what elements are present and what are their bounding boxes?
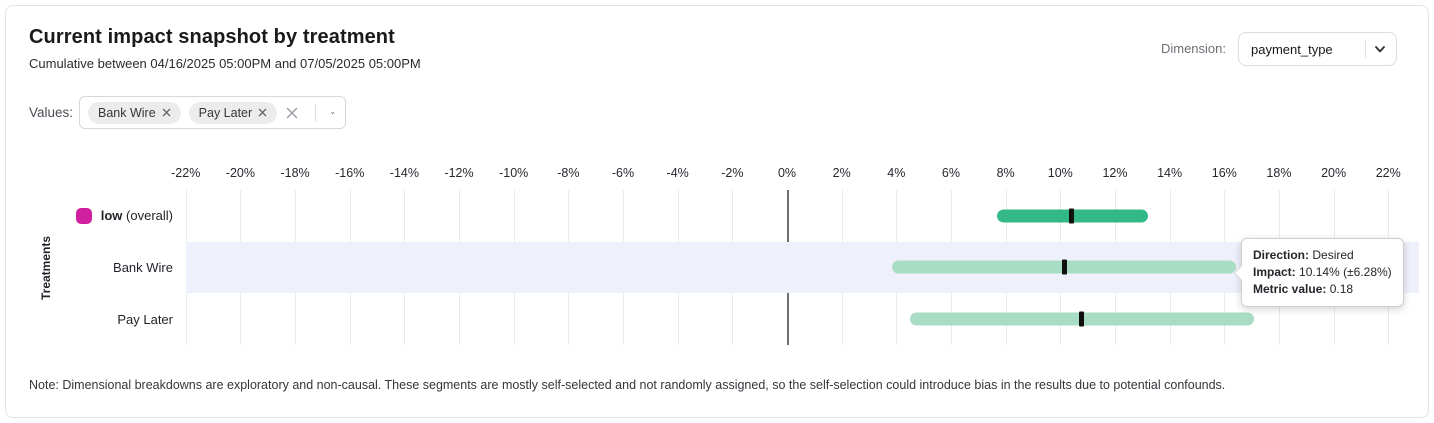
x-axis-tick-label: 18% xyxy=(1266,166,1292,180)
dimension-select-value: payment_type xyxy=(1251,41,1333,57)
remove-chip-icon[interactable] xyxy=(258,108,267,117)
remove-chip-icon[interactable] xyxy=(162,108,171,117)
tooltip-impact-row: Impact: 10.14% (±6.28%) xyxy=(1253,265,1392,279)
values-multiselect[interactable]: Bank Wire Pay Later xyxy=(79,96,346,129)
impact-snapshot-card: Current impact snapshot by treatment Cum… xyxy=(5,5,1429,418)
x-axis-tick-label: 6% xyxy=(941,166,961,180)
page-title: Current impact snapshot by treatment xyxy=(29,26,395,48)
y-axis-title: Treatments xyxy=(39,235,53,300)
tooltip-direction-row: Direction: Desired xyxy=(1253,248,1354,262)
x-axis-tick-label: -20% xyxy=(225,166,255,180)
x-axis-tick-label: -8% xyxy=(557,166,580,180)
x-axis-tick-label: 0% xyxy=(777,166,797,180)
x-axis-tick-label: 16% xyxy=(1211,166,1237,180)
chevron-down-icon xyxy=(1375,46,1385,53)
impact-chart: -22% -20% -18% -16% -14% -12% -10% -8% -6% -4% -2%… xyxy=(6,6,1428,417)
chevron-down-icon[interactable] xyxy=(331,107,335,119)
legend-swatch xyxy=(75,207,92,224)
chart-row xyxy=(186,190,1419,242)
chart-row xyxy=(186,293,1419,345)
x-axis-tick-label: -22% xyxy=(171,166,201,180)
bar-tooltip: Direction: Desired Impact: 10.14% (±6.28… xyxy=(1241,238,1404,307)
x-axis-tick-label: -16% xyxy=(335,166,365,180)
x-axis-tick-label: 14% xyxy=(1157,166,1183,180)
row-label: Bank Wire xyxy=(6,242,173,294)
x-axis-tick-label: -12% xyxy=(444,166,474,180)
dimension-select[interactable]: payment_type xyxy=(1238,32,1397,66)
value-chip[interactable]: Pay Later xyxy=(188,101,278,124)
impact-point-marker xyxy=(1078,311,1084,327)
x-axis-tick-label: -10% xyxy=(499,166,529,180)
value-chip-label: Pay Later xyxy=(198,105,253,120)
x-axis-tick-label: -18% xyxy=(280,166,310,180)
plot-area xyxy=(185,190,1419,345)
chart-row xyxy=(186,241,1419,294)
x-axis-tick-label: 2% xyxy=(832,166,851,180)
row-label: low (overall) xyxy=(6,190,173,242)
row-label-text: Bank Wire xyxy=(113,259,173,275)
footnote: Note: Dimensional breakdowns are explora… xyxy=(29,378,1226,392)
date-range-subtitle: Cumulative between 04/16/2025 05:00PM an… xyxy=(29,56,421,71)
x-axis-tick-label: 22% xyxy=(1375,166,1401,180)
tooltip-metric-row: Metric value: 0.18 xyxy=(1253,282,1354,296)
x-axis-tick-label: -14% xyxy=(389,166,419,180)
x-axis-tick-label: -4% xyxy=(666,166,689,180)
impact-point-marker xyxy=(1061,259,1067,275)
x-axis-tick-label: 4% xyxy=(887,166,906,180)
x-axis-tick-label: -2% xyxy=(721,166,744,180)
divider xyxy=(1365,40,1366,58)
x-axis-tick-label: 12% xyxy=(1102,166,1128,180)
impact-point-marker xyxy=(1068,208,1074,224)
value-chip[interactable]: Bank Wire xyxy=(88,101,181,124)
row-label: Pay Later xyxy=(6,293,173,345)
value-chip-label: Bank Wire xyxy=(98,105,156,120)
x-axis-tick-label: 8% xyxy=(996,166,1015,180)
values-label: Values: xyxy=(29,105,74,120)
row-label-text: low (overall) xyxy=(100,208,173,224)
row-label-text: Pay Later xyxy=(117,311,173,327)
x-axis-tick-label: 10% xyxy=(1047,166,1073,180)
dimension-label: Dimension: xyxy=(1160,41,1226,56)
x-axis-tick-label: 20% xyxy=(1321,166,1347,180)
x-axis-tick-label: -6% xyxy=(611,166,635,180)
clear-all-icon[interactable] xyxy=(285,106,299,120)
